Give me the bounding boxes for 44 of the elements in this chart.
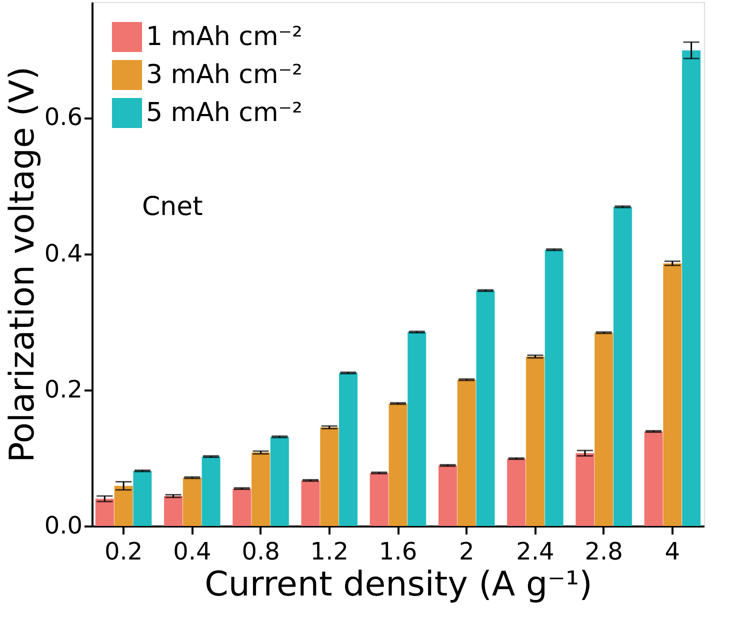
bar bbox=[133, 470, 152, 526]
legend-label: 3 mAh cm⁻² bbox=[146, 60, 302, 90]
bar bbox=[613, 206, 632, 526]
bar bbox=[644, 431, 663, 526]
x-tick-label: 1.2 bbox=[310, 538, 348, 566]
bar bbox=[457, 380, 476, 526]
bar bbox=[370, 472, 388, 526]
y-tick-label: 0.4 bbox=[44, 239, 82, 268]
bar bbox=[182, 478, 202, 526]
legend-label: 5 mAh cm⁻² bbox=[146, 98, 302, 128]
bar bbox=[114, 486, 133, 526]
y-axis-title: Polarization voltage (V) bbox=[2, 66, 42, 463]
annotation: Cnet bbox=[142, 192, 203, 222]
x-tick-label: 2.4 bbox=[516, 538, 554, 566]
legend-label: 1 mAh cm⁻² bbox=[146, 22, 302, 52]
bar bbox=[576, 453, 594, 526]
bar bbox=[544, 250, 564, 526]
x-axis-title: Current density (A g⁻¹) bbox=[204, 564, 592, 604]
y-tick-label: 0.6 bbox=[44, 103, 82, 132]
x-tick-label: 0.8 bbox=[242, 538, 280, 566]
bar bbox=[408, 332, 426, 526]
bar bbox=[164, 496, 183, 526]
bar bbox=[682, 50, 701, 526]
x-tick-label: 0.4 bbox=[173, 538, 212, 566]
bar bbox=[202, 456, 220, 526]
bar bbox=[301, 480, 320, 526]
bar bbox=[232, 488, 252, 526]
bar bbox=[594, 332, 614, 526]
x-tick-label: 2.8 bbox=[584, 538, 623, 566]
x-tick-label: 1.6 bbox=[378, 538, 418, 566]
bar bbox=[476, 290, 495, 526]
bar bbox=[388, 404, 408, 526]
bar bbox=[95, 498, 114, 526]
bar bbox=[270, 436, 289, 526]
bar bbox=[663, 263, 682, 526]
bar bbox=[526, 356, 544, 526]
x-tick-label: 4 bbox=[664, 538, 680, 566]
bar bbox=[507, 458, 526, 526]
bar bbox=[438, 465, 457, 526]
x-tick-label: 2 bbox=[458, 538, 474, 566]
y-tick-label: 0.0 bbox=[44, 512, 82, 540]
y-tick-label: 0.2 bbox=[44, 375, 82, 404]
bar bbox=[339, 372, 358, 526]
x-tick-label: 0.2 bbox=[104, 538, 143, 566]
